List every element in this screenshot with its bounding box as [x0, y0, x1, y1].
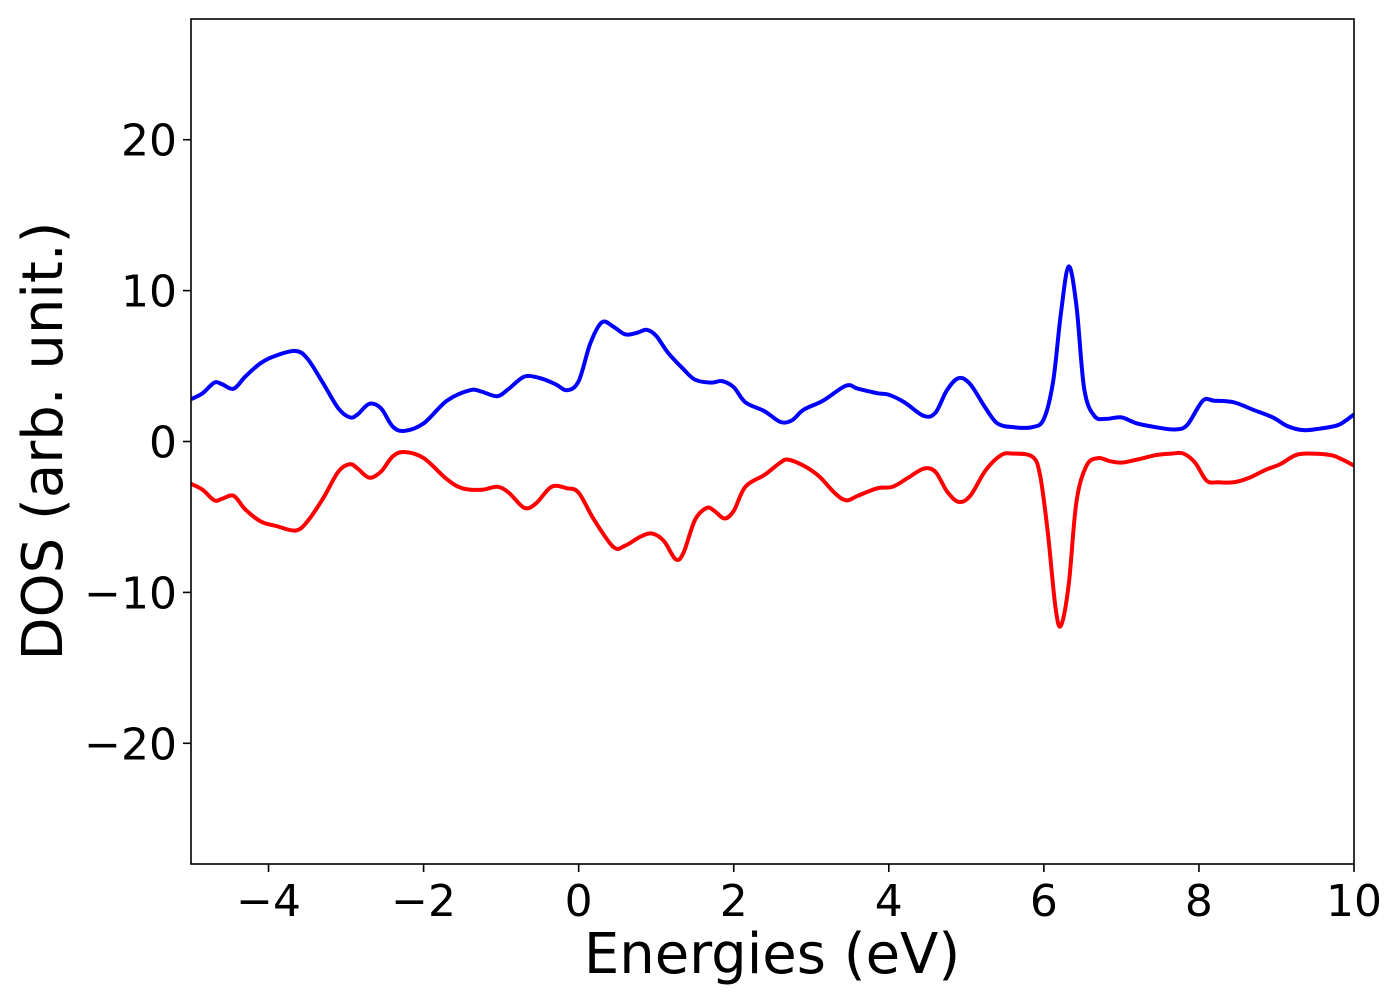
series-layer: [191, 264, 1354, 629]
x-axis-ticks: −4 −2 0 2 4 6 8 10: [236, 864, 1382, 927]
x-tick-label: −2: [391, 876, 456, 927]
y-tick-label: 20: [121, 116, 177, 167]
series-line-blue: [191, 264, 1354, 434]
x-tick-label: 0: [565, 876, 593, 927]
y-tick-label: 10: [121, 267, 177, 318]
x-tick-label: 8: [1185, 876, 1213, 927]
x-axis-label: Energies (eV): [584, 922, 960, 987]
x-tick-label: 4: [875, 876, 903, 927]
x-tick-label: 2: [720, 876, 748, 927]
series-line-red: [191, 450, 1354, 629]
plot-frame: [190, 18, 1355, 865]
y-axis-ticks: −20 −10 0 10 20: [84, 116, 191, 770]
y-tick-label: 0: [149, 418, 177, 469]
x-tick-label: 10: [1326, 876, 1382, 927]
y-tick-label: −20: [84, 719, 177, 770]
x-tick-label: 6: [1030, 876, 1058, 927]
x-tick-label: −4: [236, 876, 301, 927]
y-tick-label: −10: [84, 568, 177, 619]
y-axis-label: DOS (arb. unit.): [11, 221, 76, 660]
